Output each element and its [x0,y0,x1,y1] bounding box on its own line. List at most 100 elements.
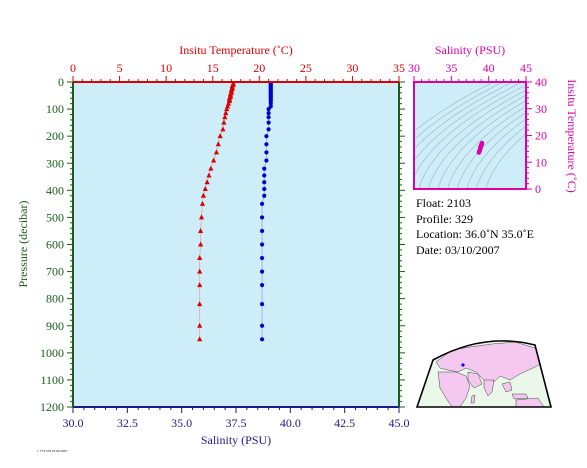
salinity-point [266,115,271,120]
temperature-point [197,268,203,274]
salinity-tick-label: 40.0 [280,416,301,430]
pressure-tick-label: 700 [46,265,64,279]
ts-salinity-tick-label: 30 [408,61,420,75]
pressure-tick-label: 300 [46,156,64,170]
ts-temperature-axis-title: Insitu Temperature (˚C) [565,79,579,193]
pressure-tick-label: 400 [46,183,64,197]
density-contour [475,125,527,190]
salinity-axis-ticks: 30.0 32.5 35.0 37.5 40.0 42.5 45.0 [63,407,410,430]
salinity-point [262,186,267,192]
footer-stamp: 1 773 578 03 09 2007 [37,449,68,453]
temperature-point [197,255,203,261]
salinity-axis-title: Salinity (PSU) [201,433,271,447]
temperature-point [198,214,205,220]
temperature-point [197,282,203,288]
temperature-point [198,241,204,247]
temperature-point [222,114,228,120]
temperature-point [224,106,230,112]
salinity-point [262,193,267,198]
salinity-point [262,166,267,171]
density-contour [413,81,523,162]
temperature-point [223,110,229,116]
ts-salinity-tick-label: 40 [483,61,495,75]
temperature-point [197,322,203,328]
main-profile-plot: 0 5 10 15 20 25 30 35 30.0 32.5 35.0 37.5 40.0 42.5 4… [16,43,410,447]
pressure-tick-label: 1200 [40,400,64,414]
salinity-point [266,111,271,116]
pressure-axis-ticks: 0 100 200 300 400 500 600 700 800 900 1000 1100 1200 [40,75,405,414]
salinity-point [262,180,267,185]
salinity-tick-label: 37.5 [226,416,247,430]
temperature-point [200,192,206,198]
temperature-tick-label: 5 [117,61,123,75]
temperature-tick-label: 15 [207,61,219,75]
temperature-point [221,119,227,125]
temperature-point [197,336,203,342]
salinity-point [259,228,265,234]
salinity-point [259,323,265,328]
salinity-tick-label: 35.0 [171,416,192,430]
density-contour [428,95,526,190]
density-contour [414,81,504,140]
map-land [435,341,546,407]
salinity-point [259,255,265,261]
temperature-point [211,157,217,163]
temperature-axis-title: Insitu Temperature (˚C) [179,43,293,57]
pressure-axis-title: Pressure (decibar) [16,201,30,288]
ts-temperature-tick-label: 0 [535,182,541,196]
ts-plot-area [414,82,526,189]
salinity-point [266,106,271,112]
ts-series [476,140,485,155]
pressure-tick-label: 800 [46,292,64,306]
temperature-tick-label: 30 [346,61,358,75]
salinity-point [266,120,271,125]
salinity-point [259,269,265,274]
profile-number: Profile: 329 [416,211,473,226]
ts-salinity-tick-label: 35 [445,61,457,75]
salinity-point [259,242,265,247]
ts-frame [413,81,527,190]
temperature-point [197,301,203,307]
temperature-point [208,165,214,171]
main-plot-area [73,82,399,407]
pressure-tick-label: 0 [58,75,64,89]
pressure-tick-label: 1000 [40,346,64,360]
temperature-point [206,172,212,178]
salinity-point [259,337,265,342]
temperature-point [198,227,204,233]
temperature-point [215,141,221,147]
temperature-point [217,133,223,139]
ts-salinity-tick-label: 45 [520,61,532,75]
pressure-tick-label: 200 [46,129,64,143]
temperature-tick-label: 25 [300,61,312,75]
salinity-tick-label: 32.5 [117,416,138,430]
density-contour [414,81,513,150]
salinity-point [259,215,265,220]
temperature-point [199,200,206,206]
ts-temperature-tick-label: 30 [535,102,547,116]
pressure-tick-label: 900 [46,319,64,333]
salinity-point [259,201,265,206]
pressure-tick-label: 100 [46,102,64,116]
float-id: Float: 2103 [416,196,472,210]
location: Location: 36.0˚N 35.0˚E [416,227,534,241]
temperature-tick-label: 35 [393,61,405,75]
salinity-tick-label: 30.0 [63,416,84,430]
temperature-point [204,179,210,185]
float-location-marker [461,363,465,367]
pressure-tick-label: 500 [46,210,64,224]
map-outline [415,340,553,408]
salinity-point [262,173,267,178]
salinity-tick-label: 45.0 [389,416,410,430]
density-contour [437,100,526,190]
salinity-point [266,127,271,132]
temperature-tick-label: 10 [160,61,172,75]
ts-temperature-tick-label: 40 [535,75,547,89]
float-info-panel: Float: 2103 Profile: 329 Location: 36.0˚… [416,196,534,258]
density-contours [413,81,527,190]
salinity-point [264,158,269,163]
density-contour [418,89,526,190]
